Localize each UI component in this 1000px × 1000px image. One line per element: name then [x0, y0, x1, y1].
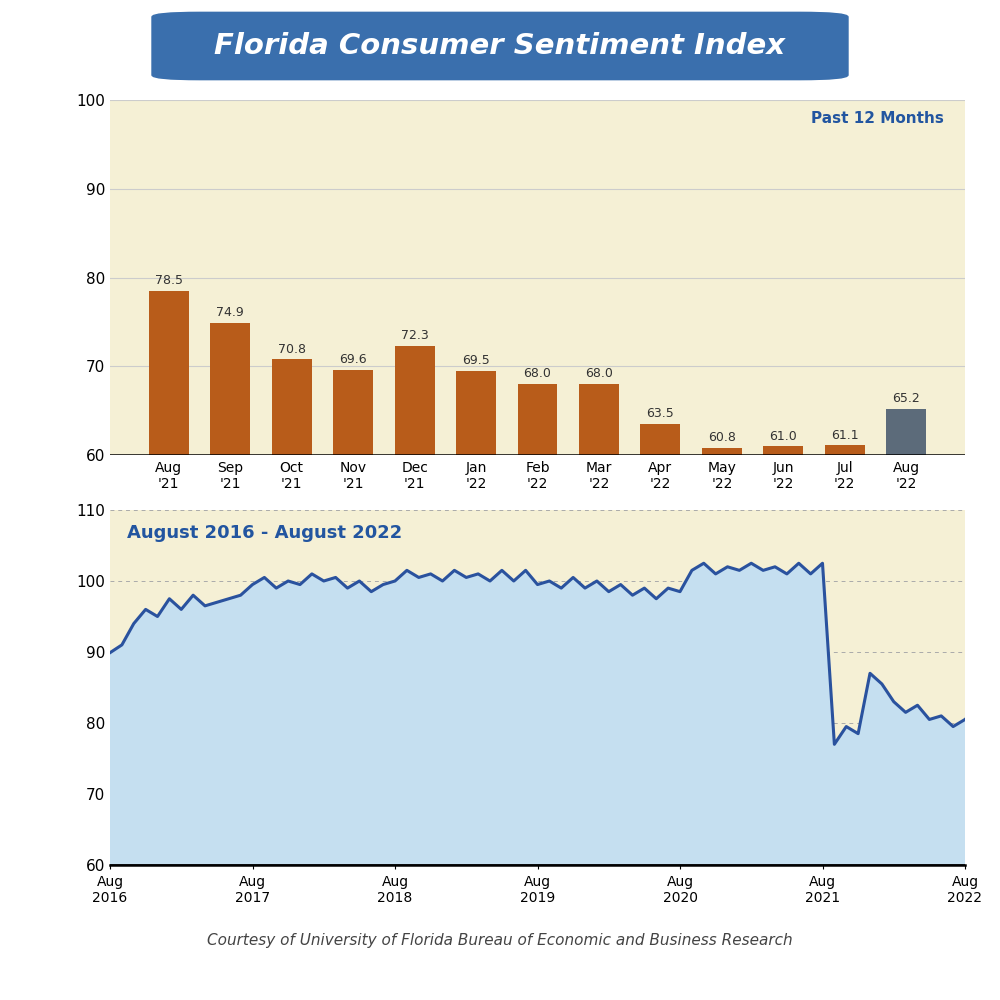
Text: 60.8: 60.8	[708, 431, 736, 444]
Bar	[825, 445, 865, 455]
Text: 74.9: 74.9	[216, 306, 244, 319]
Text: 61.1: 61.1	[831, 429, 859, 442]
Text: August 2016 - August 2022: August 2016 - August 2022	[127, 524, 402, 542]
Bar	[886, 409, 926, 455]
Bar	[579, 384, 619, 455]
Text: 68.0: 68.0	[585, 367, 613, 380]
Bar	[518, 384, 557, 455]
Bar	[456, 371, 496, 455]
Bar	[763, 446, 803, 455]
Text: 69.5: 69.5	[462, 354, 490, 367]
Bar	[149, 291, 189, 455]
Bar	[640, 424, 680, 455]
Bar	[702, 448, 742, 455]
Text: 65.2: 65.2	[892, 392, 920, 405]
Text: 70.8: 70.8	[278, 343, 306, 356]
Bar	[210, 323, 250, 455]
Text: 69.6: 69.6	[339, 353, 367, 366]
Text: 72.3: 72.3	[401, 329, 428, 342]
Text: Courtesy of University of Florida Bureau of Economic and Business Research: Courtesy of University of Florida Bureau…	[207, 932, 793, 948]
FancyBboxPatch shape	[152, 12, 848, 80]
Text: 78.5: 78.5	[155, 274, 183, 287]
Text: 68.0: 68.0	[524, 367, 551, 380]
Text: 63.5: 63.5	[647, 407, 674, 420]
Text: Florida Consumer Sentiment Index: Florida Consumer Sentiment Index	[214, 32, 786, 60]
Bar	[333, 370, 373, 455]
Text: Past 12 Months: Past 12 Months	[811, 111, 944, 126]
Bar	[272, 359, 312, 455]
Text: 61.0: 61.0	[769, 430, 797, 443]
Bar	[395, 346, 435, 455]
